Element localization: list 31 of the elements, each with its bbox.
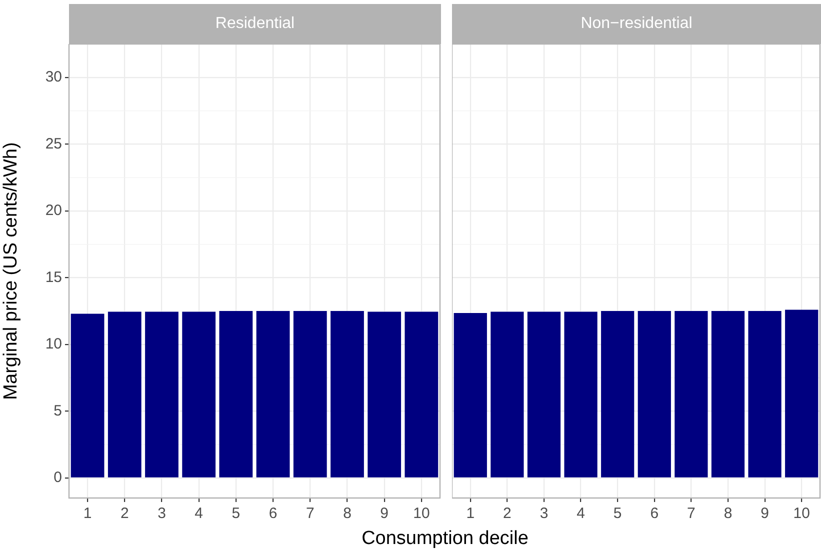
x-tick-label: 9: [760, 505, 769, 522]
x-tick-label: 5: [232, 505, 240, 522]
y-tick-label: 30: [45, 68, 62, 86]
x-tick-label: 9: [380, 505, 389, 522]
chart-title: Residential: [69, 4, 441, 44]
y-tick-label: 5: [54, 402, 62, 420]
y-tick-label: 25: [45, 135, 62, 152]
y-tick-label: 15: [45, 268, 62, 286]
x-tick-label: 10: [793, 505, 810, 522]
x-tick-label: 6: [268, 505, 278, 522]
x-tick-label: 3: [540, 505, 548, 522]
y-axis-title: Marginal price (US cents/kWh): [0, 142, 22, 400]
y-tick-label: 20: [45, 202, 62, 220]
y-tick-label: 0: [54, 469, 62, 486]
x-tick-label: 2: [503, 505, 512, 522]
x-tick-label: 8: [343, 505, 352, 522]
x-axis-title: Consumption decile: [360, 528, 530, 550]
x-tick-label: 8: [724, 505, 732, 522]
x-tick-label: 10: [413, 505, 430, 522]
x-tick-label: 6: [650, 505, 659, 522]
x-tick-label: 4: [576, 505, 585, 522]
x-tick-label: 4: [194, 505, 204, 522]
x-tick-label: 7: [306, 505, 314, 522]
x-tick-label: 3: [158, 505, 166, 522]
x-tick-label: 2: [120, 505, 129, 522]
x-tick-label: 1: [466, 505, 475, 522]
x-tick-label: 5: [613, 505, 622, 522]
x-tick-label: 1: [83, 505, 92, 522]
x-tick-label: 7: [687, 505, 696, 522]
chart-title: Non−residential: [452, 4, 821, 44]
y-tick-label: 10: [45, 336, 62, 353]
